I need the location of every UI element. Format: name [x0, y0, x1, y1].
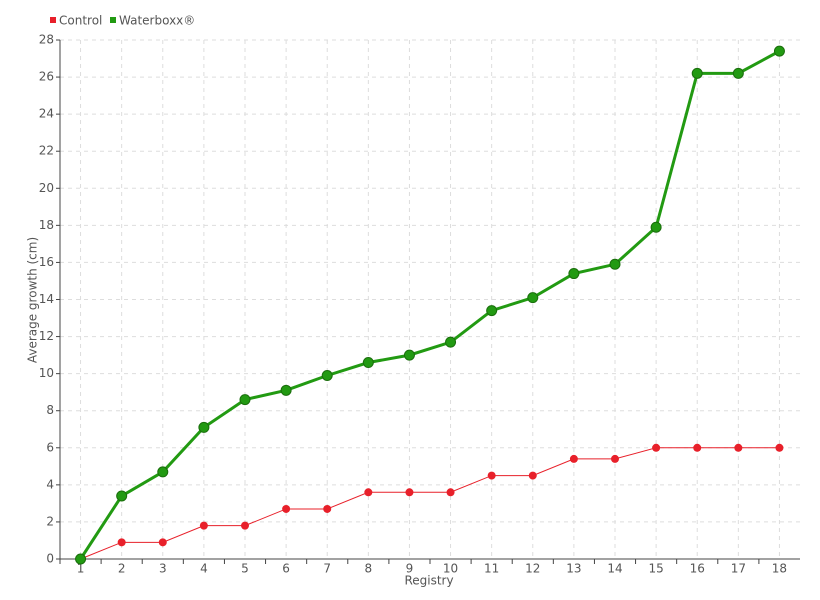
data-point: [611, 454, 619, 463]
data-point: [691, 67, 703, 79]
data-point: [157, 466, 169, 478]
x-tick-label: 11: [484, 562, 499, 576]
y-tick-label: 4: [46, 477, 54, 491]
y-tick-label: 18: [39, 218, 54, 232]
data-point: [527, 292, 539, 304]
x-tick-label: 14: [607, 562, 622, 576]
y-tick-label: 10: [39, 366, 54, 380]
data-point: [528, 471, 537, 480]
data-point: [693, 443, 702, 452]
y-tick-label: 12: [39, 329, 54, 343]
x-tick-label: 3: [159, 562, 167, 576]
y-tick-label: 24: [39, 107, 54, 121]
y-tick-label: 8: [46, 403, 54, 417]
data-point: [446, 488, 455, 497]
data-point: [280, 384, 292, 396]
y-tick-label: 0: [46, 552, 54, 566]
legend-swatch: [110, 17, 116, 23]
data-point: [486, 305, 498, 317]
data-point: [158, 538, 167, 547]
x-axis-title: Registry: [404, 574, 453, 588]
data-point: [362, 357, 374, 369]
x-tick-label: 7: [323, 562, 331, 576]
data-point: [568, 268, 580, 280]
x-tick-label: 16: [690, 562, 705, 576]
data-point: [650, 221, 662, 233]
data-point: [405, 488, 414, 497]
x-tick-label: 18: [772, 562, 787, 576]
y-tick-label: 14: [39, 292, 54, 306]
data-point: [198, 421, 210, 433]
data-point: [773, 45, 785, 57]
data-point: [282, 504, 291, 513]
x-tick-label: 1: [77, 562, 85, 576]
legend-swatch: [50, 17, 56, 23]
data-point: [323, 504, 332, 513]
x-tick-label: 2: [118, 562, 126, 576]
y-tick-label: 6: [46, 440, 54, 454]
data-point: [117, 538, 126, 547]
y-tick-label: 22: [39, 144, 54, 158]
x-tick-label: 5: [241, 562, 249, 576]
data-point: [199, 521, 208, 530]
data-point: [445, 336, 457, 348]
y-tick-label: 20: [39, 181, 54, 195]
x-tick-label: 6: [282, 562, 290, 576]
data-point: [239, 394, 251, 406]
series-line: [79, 49, 781, 560]
data-point: [775, 443, 784, 452]
series-line: [80, 447, 780, 560]
x-tick-label: 17: [731, 562, 746, 576]
data-point: [732, 67, 744, 79]
data-point: [569, 454, 578, 463]
y-axis-title: Average growth (cm): [26, 237, 40, 363]
x-tick-label: 8: [365, 562, 373, 576]
data-point: [652, 443, 661, 452]
data-point: [403, 349, 415, 361]
data-point: [321, 369, 333, 381]
data-point: [609, 258, 621, 270]
y-tick-label: 26: [39, 70, 54, 84]
legend-label[interactable]: Waterboxx®: [119, 14, 195, 28]
data-point: [487, 471, 496, 480]
y-tick-label: 2: [46, 514, 54, 528]
x-tick-label: 13: [566, 562, 581, 576]
data-point: [364, 488, 373, 497]
y-tick-label: 16: [39, 255, 54, 269]
x-tick-label: 9: [406, 562, 414, 576]
data-point: [734, 443, 743, 452]
x-tick-label: 12: [525, 562, 540, 576]
legend-label[interactable]: Control: [59, 14, 102, 28]
data-point: [75, 553, 87, 565]
data-point: [241, 521, 249, 530]
x-tick-label: 4: [200, 562, 208, 576]
data-point: [116, 490, 128, 502]
x-tick-label: 10: [443, 562, 458, 576]
x-tick-label: 15: [648, 562, 663, 576]
y-tick-label: 28: [39, 33, 54, 47]
